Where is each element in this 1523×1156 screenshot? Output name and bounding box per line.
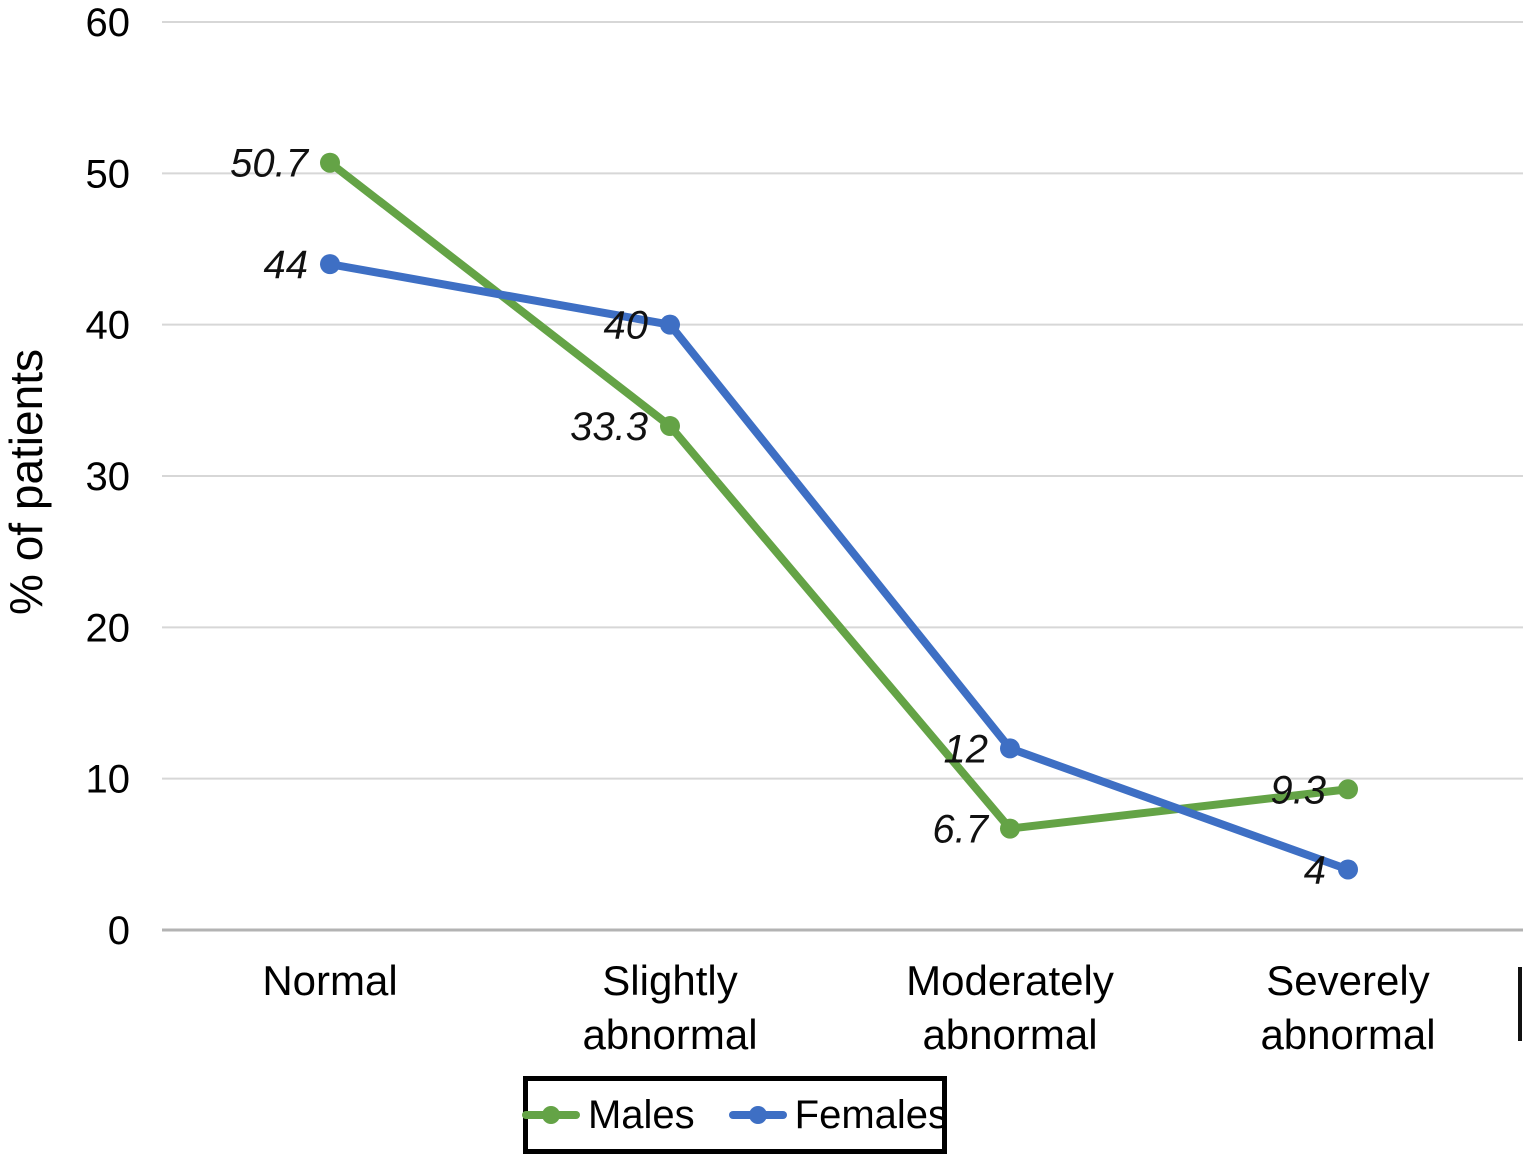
chart-legend: Males Females <box>521 1076 949 1154</box>
data-point-marker-males <box>660 416 680 437</box>
data-label-females: 40 <box>604 304 649 348</box>
legend-item-females: Females <box>728 1093 949 1137</box>
y-tick-label: 50 <box>86 152 131 196</box>
data-point-marker-females <box>1000 738 1020 759</box>
cropped-edge-artifact <box>1518 967 1522 1041</box>
y-axis-title: % of patients <box>0 349 52 615</box>
data-label-males: 6.7 <box>932 808 989 852</box>
x-category-label: Severely <box>1266 957 1429 1004</box>
data-label-females: 12 <box>944 727 989 771</box>
series-line-males <box>326 158 1352 833</box>
data-point-marker-females <box>320 254 340 275</box>
y-tick-label: 30 <box>86 455 131 499</box>
data-label-females: 44 <box>264 243 309 287</box>
data-point-marker-females <box>1338 859 1358 880</box>
legend-label-females: Females <box>794 1093 949 1137</box>
x-category-label: Moderately <box>906 957 1114 1004</box>
females-line-marker-icon <box>728 1105 787 1125</box>
x-category-label: abnormal <box>922 1011 1097 1058</box>
data-label-males: 33.3 <box>570 405 648 449</box>
x-category-label: Normal <box>262 957 397 1004</box>
y-tick-label: 60 <box>86 1 131 45</box>
males-line-marker-icon <box>521 1105 580 1125</box>
data-label-females: 4 <box>1304 848 1326 892</box>
data-point-marker-males <box>1000 818 1020 839</box>
x-category-label: Slightly <box>602 957 737 1004</box>
legend-item-males: Males <box>521 1093 695 1137</box>
data-point-marker-males <box>1338 779 1358 800</box>
data-point-marker-females <box>660 314 680 335</box>
y-tick-label: 10 <box>86 758 131 802</box>
series-line-females <box>326 260 1352 874</box>
data-label-males: 50.7 <box>230 142 310 186</box>
y-tick-label: 0 <box>108 909 130 953</box>
x-category-label: abnormal <box>582 1011 757 1058</box>
y-tick-label: 40 <box>86 304 131 348</box>
data-label-males: 9.3 <box>1270 768 1326 812</box>
data-point-marker-males <box>320 152 340 173</box>
x-category-label: abnormal <box>1260 1011 1435 1058</box>
y-tick-label: 20 <box>86 606 131 650</box>
legend-label-males: Males <box>587 1093 695 1137</box>
